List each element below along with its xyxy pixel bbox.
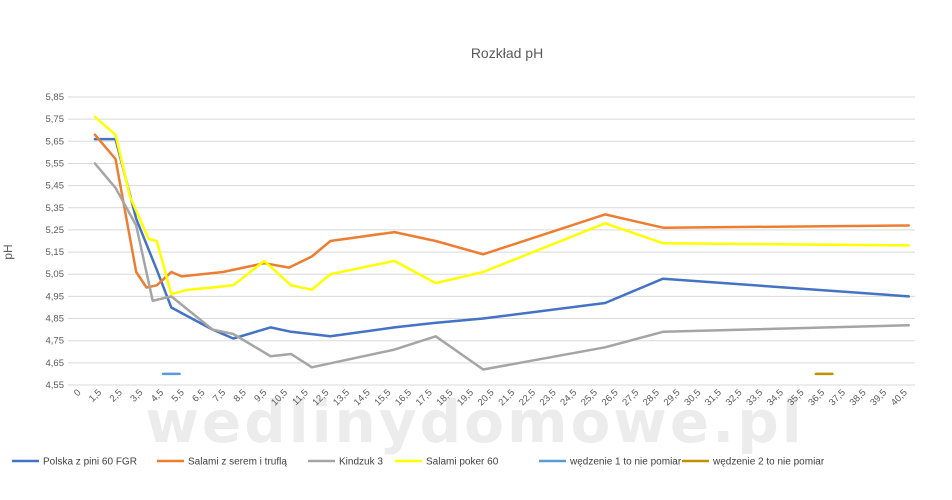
y-tick-label: 4,65 [46, 358, 65, 369]
y-tick-label: 5,25 [46, 225, 65, 236]
x-tick-label: 38,5 [848, 387, 869, 408]
y-tick-label: 5,75 [46, 114, 65, 125]
y-axis-label: pH [1, 244, 15, 259]
series-line-4 [93, 115, 911, 296]
legend-label: wędzenie 1 to nie pomiar [569, 457, 682, 468]
y-tick-label: 4,75 [46, 336, 65, 347]
y-tick-label: 5,55 [46, 158, 65, 169]
y-tick-label: 5,35 [46, 203, 65, 214]
y-tick-label: 5,45 [46, 181, 65, 192]
y-tick-label: 5,05 [46, 269, 65, 280]
y-tick-label: 4,95 [46, 291, 65, 302]
y-tick-label: 4,85 [46, 314, 65, 325]
y-tick-label: 5,85 [46, 92, 65, 103]
y-tick-label: 4,55 [46, 380, 65, 391]
y-tick-labels: 4,55 4,65 4,75 4,85 4,95 5,05 5,15 5,25 5,35 5,45… [46, 92, 65, 391]
legend-label: Kindzuk 3 [339, 457, 383, 468]
watermark: wedlinydomowe.pl [145, 388, 804, 456]
x-tick-label: 39,5 [868, 387, 889, 408]
x-tick-label: 2,5 [108, 387, 125, 404]
y-tick-label: 5,15 [46, 247, 65, 258]
x-tick-label: 0 [72, 387, 84, 399]
series-lines [93, 115, 911, 376]
series-line-2 [93, 133, 911, 289]
legend-label: wędzenie 2 to nie pomiar [712, 457, 825, 468]
series-line-1 [93, 137, 911, 340]
x-tick-label: 40,5 [889, 387, 910, 408]
chart-title: Rozkład pH [471, 45, 543, 61]
legend-label: Salami poker 60 [426, 457, 499, 468]
x-tick-label: 36,5 [806, 387, 827, 408]
legend: Polska z pini 60 FGR Salami z serem i tru… [12, 457, 825, 468]
gridlines [68, 96, 915, 364]
x-tick-label: 3,5 [128, 387, 145, 404]
legend-label: Salami z serem i truflą [188, 457, 287, 468]
x-tick-label: 37,5 [827, 387, 848, 408]
legend-label: Polska z pini 60 FGR [43, 457, 137, 468]
x-tick-label: 1,5 [87, 387, 104, 404]
series-line-3 [93, 162, 911, 371]
y-tick-label: 5,65 [46, 136, 65, 147]
